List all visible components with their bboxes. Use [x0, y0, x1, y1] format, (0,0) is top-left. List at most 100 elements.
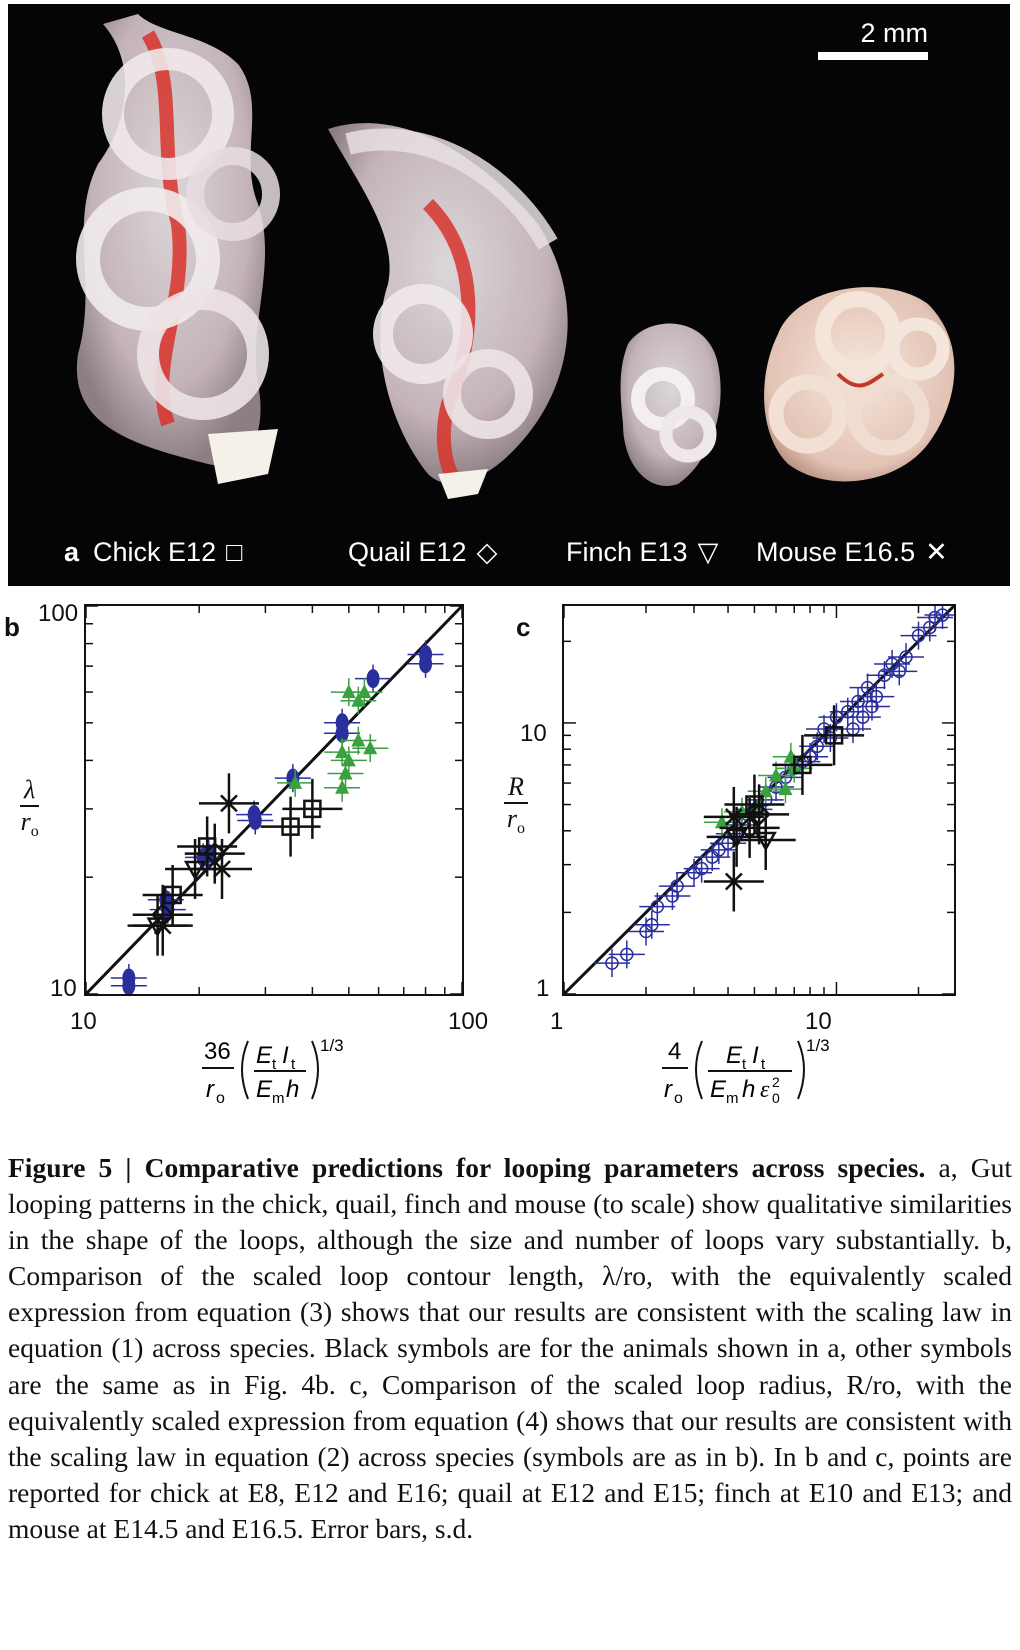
svg-text:2: 2 [772, 1074, 780, 1090]
figure-caption: Figure 5 | Comparative predictions for l… [8, 1150, 1012, 1547]
svg-text:o: o [674, 1090, 683, 1107]
data-point [248, 811, 262, 831]
data-point [620, 947, 634, 962]
svg-text:E: E [710, 1076, 727, 1103]
caption-title: Figure 5 | Comparative predictions for l… [8, 1152, 926, 1183]
data-point [220, 794, 238, 813]
data-point [213, 860, 231, 878]
x-axis-label-c: 4 r o E t I t E m h ε 2 0 1/3 [656, 1035, 846, 1122]
svg-text:E: E [726, 1042, 743, 1069]
data-point [338, 765, 353, 780]
data-point [281, 817, 300, 836]
svg-text:m: m [726, 1090, 739, 1107]
data-point [357, 684, 372, 699]
svg-text:o: o [216, 1090, 225, 1107]
y-tick-label: 10 [50, 975, 77, 1002]
plot-c [562, 604, 956, 996]
y-tick-label: 100 [38, 600, 79, 627]
specimen-label-chick: a Chick E12 □ [64, 537, 242, 568]
ylabel-numerator: R [504, 772, 528, 804]
data-point [885, 657, 899, 671]
plot-c-canvas [564, 606, 954, 994]
ylabel-numerator: λ [20, 775, 40, 807]
data-point [824, 726, 844, 745]
series-black-cross [703, 786, 764, 912]
panel-letter-b: b [4, 612, 20, 642]
data-point [860, 680, 875, 695]
x-tick-label: 10 [805, 1008, 832, 1035]
data-point [724, 872, 743, 891]
ylabel-denominator: ro [20, 807, 39, 841]
data-point [605, 956, 619, 970]
y-tick-label: 10 [520, 720, 547, 747]
svg-text:h: h [286, 1076, 299, 1103]
svg-text:1/3: 1/3 [320, 1036, 344, 1055]
specimen-photo [76, 14, 955, 499]
data-point [351, 732, 366, 747]
quail-gut-specimen [328, 123, 568, 499]
data-point [303, 799, 322, 819]
data-point [363, 740, 378, 755]
diamond-symbol-icon: ◇ [476, 537, 498, 567]
data-point [865, 699, 879, 714]
data-point [645, 918, 659, 932]
panel-letter-c: c [516, 612, 531, 642]
series-blue-circle [110, 640, 444, 994]
data-point [288, 774, 303, 789]
chick-gut-specimen [76, 14, 280, 484]
data-point [899, 650, 913, 664]
data-point [122, 976, 136, 994]
series-green-triangle [277, 678, 389, 802]
square-symbol-icon: □ [226, 537, 243, 567]
data-point [724, 808, 743, 826]
plot-b-canvas [86, 606, 462, 994]
data-point [745, 795, 764, 814]
data-point [758, 783, 773, 798]
data-point [769, 767, 784, 782]
specimen-label-mouse: Mouse E16.5 ✕ [756, 537, 948, 568]
svg-text:0: 0 [772, 1090, 780, 1106]
data-point [892, 664, 907, 679]
series-black-diamond [719, 784, 790, 858]
specimen-name: Quail E12 [348, 537, 467, 567]
svg-text:m: m [272, 1090, 285, 1107]
finch-gut-specimen [620, 323, 721, 486]
axis-ticks [86, 606, 462, 994]
data-point [366, 669, 380, 689]
svg-text:h: h [742, 1076, 755, 1103]
x-axis-formula-c: 4 r o E t I t E m h ε 2 0 1/3 [662, 1036, 830, 1107]
y-axis-label-c: R ro [504, 772, 528, 838]
y-tick-label: 1 [536, 975, 550, 1002]
x-tick-label: 100 [448, 1008, 489, 1035]
x-axis-label-b: 36 r o E t I t E m h 1/3 [196, 1035, 366, 1122]
scale-bar-label: 2 mm [860, 18, 929, 48]
data-point [670, 879, 684, 893]
data-point [163, 885, 182, 905]
reference-line-y-equals-x [86, 606, 462, 994]
svg-text:r: r [206, 1076, 215, 1103]
data-point [928, 610, 942, 625]
data-point [793, 755, 812, 775]
data-point [856, 710, 870, 724]
data-point [650, 899, 665, 914]
data-point [935, 608, 950, 622]
svg-text:E: E [256, 1076, 273, 1103]
data-point [778, 781, 793, 796]
series-black-square [142, 778, 343, 925]
x-axis-formula-b: 36 r o E t I t E m h 1/3 [202, 1036, 344, 1107]
data-point [877, 668, 892, 682]
svg-text:4: 4 [668, 1038, 681, 1065]
specimen-label-quail: Quail E12 ◇ [348, 537, 497, 568]
data-point [351, 692, 366, 707]
data-point [714, 814, 729, 829]
x-tick-label: 1 [550, 1008, 564, 1035]
data-point [694, 861, 709, 876]
svg-text:t: t [272, 1056, 277, 1073]
data-point [341, 684, 356, 699]
data-point [335, 744, 350, 759]
svg-text:t: t [761, 1056, 766, 1073]
series-black-cross [132, 773, 259, 956]
svg-text:E: E [256, 1042, 273, 1069]
panel-letter-a: a [64, 537, 80, 567]
svg-text:I: I [752, 1042, 759, 1069]
